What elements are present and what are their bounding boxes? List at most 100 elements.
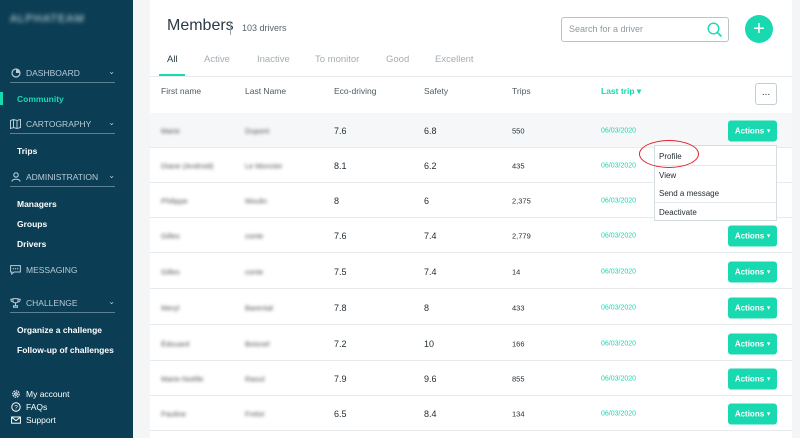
table-row[interactable]: Philippe Moulin 8 6 2,375 06/03/2020 bbox=[150, 183, 792, 218]
tab-all[interactable]: All bbox=[167, 54, 178, 65]
last-trip-date: 06/03/2020 bbox=[601, 340, 637, 347]
dashboard-icon bbox=[10, 68, 21, 79]
table-row[interactable]: Gilles conte 7.5 7.4 14 06/03/2020 Actio… bbox=[150, 254, 792, 289]
divider bbox=[150, 217, 792, 218]
sidebar-section-label: DASHBOARD bbox=[26, 68, 80, 78]
safety-score: 6.8 bbox=[424, 125, 437, 136]
actions-button[interactable]: Actions ▾ bbox=[728, 333, 777, 354]
tab-good[interactable]: Good bbox=[386, 54, 410, 65]
divider bbox=[150, 147, 792, 148]
table-row[interactable]: Édouard Boisnel 7.2 10 166 06/03/2020 Ac… bbox=[150, 326, 792, 361]
sidebar-item-managers[interactable]: Managers bbox=[17, 199, 57, 209]
eco-driving-score: 7.8 bbox=[334, 302, 347, 313]
actions-button[interactable]: Actions ▾ bbox=[728, 297, 777, 318]
sidebar-item-drivers[interactable]: Drivers bbox=[17, 239, 47, 249]
first-name: Pauline bbox=[161, 409, 187, 418]
table-row[interactable]: Meryl Barental 7.8 8 433 06/03/2020 Acti… bbox=[150, 290, 792, 325]
last-trip-date: 06/03/2020 bbox=[601, 162, 637, 169]
actions-button[interactable]: Actions ▾ bbox=[728, 368, 777, 389]
eco-driving-score: 6.5 bbox=[334, 408, 347, 419]
actions-button[interactable]: Actions ▾ bbox=[728, 120, 777, 141]
search-box[interactable] bbox=[561, 17, 729, 42]
sidebar-item-community[interactable]: Community bbox=[17, 94, 64, 104]
trips-count: 2,375 bbox=[512, 196, 531, 205]
sidebar-section-challenge[interactable]: CHALLENGE ⌄ bbox=[10, 296, 115, 310]
sidebar-section-administration[interactable]: ADMINISTRATION ⌄ bbox=[10, 170, 115, 184]
user-icon bbox=[10, 172, 21, 183]
search-input[interactable] bbox=[569, 24, 709, 34]
chevron-down-icon: ▾ bbox=[767, 376, 771, 382]
menu-item-send-message[interactable]: Send a message bbox=[659, 188, 720, 198]
column-header-first-name[interactable]: First name bbox=[161, 86, 202, 96]
divider bbox=[150, 182, 792, 183]
sidebar-item-organize-challenge[interactable]: Organize a challenge bbox=[17, 325, 103, 335]
divider bbox=[10, 133, 115, 134]
actions-button[interactable]: Actions ▾ bbox=[728, 225, 777, 246]
sidebar-item-support[interactable]: Support bbox=[10, 414, 56, 425]
first-name: Philippe bbox=[161, 196, 188, 205]
tab-active[interactable]: Active bbox=[204, 54, 230, 65]
sidebar-item-groups[interactable]: Groups bbox=[17, 219, 48, 229]
sidebar-item-my-account[interactable]: My account bbox=[10, 388, 69, 399]
sidebar-item-faqs[interactable]: ? FAQs bbox=[10, 401, 47, 412]
safety-score: 10 bbox=[424, 338, 435, 349]
safety-score: 7.4 bbox=[424, 230, 437, 241]
actions-button[interactable]: Actions ▾ bbox=[728, 261, 777, 282]
actions-button[interactable]: Actions ▾ bbox=[728, 403, 777, 424]
sidebar-section-dashboard[interactable]: DASHBOARD ⌄ bbox=[10, 66, 115, 80]
last-name: conte bbox=[245, 231, 264, 240]
tab-excellent[interactable]: Excellent bbox=[435, 54, 474, 65]
chevron-down-icon: ⌄ bbox=[108, 171, 115, 180]
menu-item-deactivate[interactable]: Deactivate bbox=[659, 207, 697, 217]
more-options-button[interactable]: ... bbox=[755, 83, 777, 105]
table-row[interactable]: Pauline Frelot 6.5 8.4 134 06/03/2020 Ac… bbox=[150, 396, 792, 431]
safety-score: 6.2 bbox=[424, 160, 437, 171]
eco-driving-score: 7.9 bbox=[334, 373, 347, 384]
settings-icon bbox=[10, 388, 21, 399]
menu-item-view[interactable]: View bbox=[659, 170, 677, 180]
table-row[interactable]: Marie-Noëlle Raoul 7.9 9.6 855 06/03/202… bbox=[150, 361, 792, 396]
chevron-down-icon: ⌄ bbox=[108, 118, 115, 127]
first-name: Édouard bbox=[161, 339, 190, 348]
divider bbox=[150, 76, 792, 77]
tab-inactive[interactable]: Inactive bbox=[257, 54, 290, 65]
sidebar-item-label: My account bbox=[26, 388, 70, 399]
map-icon bbox=[10, 119, 21, 130]
table-row[interactable]: Marie Dupont 7.6 6.8 550 06/03/2020 Acti… bbox=[150, 113, 792, 148]
trips-count: 134 bbox=[512, 409, 525, 418]
chevron-down-icon: ▾ bbox=[767, 305, 771, 311]
chevron-down-icon: ⌄ bbox=[108, 297, 115, 306]
column-header-last-trip[interactable]: Last trip ▾ bbox=[601, 86, 642, 96]
sidebar-item-followup-challenges[interactable]: Follow-up of challenges bbox=[17, 345, 114, 355]
search-icon[interactable] bbox=[706, 21, 723, 43]
table-row[interactable]: Gilles conte 7.6 7.4 2,779 06/03/2020 Ac… bbox=[150, 218, 792, 253]
sidebar-section-messaging[interactable]: MESSAGING bbox=[10, 263, 115, 277]
chevron-down-icon: ⌄ bbox=[108, 67, 115, 76]
divider bbox=[150, 360, 792, 361]
table-row[interactable]: Diane (Android) Le Monnier 8.1 6.2 435 0… bbox=[150, 148, 792, 183]
safety-score: 6 bbox=[424, 195, 430, 206]
safety-score: 7.4 bbox=[424, 266, 437, 277]
driver-count: 103 drivers bbox=[242, 23, 287, 33]
divider bbox=[655, 202, 776, 203]
add-driver-button[interactable]: + bbox=[745, 15, 773, 43]
highlight-annotation bbox=[639, 140, 699, 168]
last-name: Le Monnier bbox=[245, 161, 283, 170]
sidebar-item-trips[interactable]: Trips bbox=[17, 146, 38, 156]
sidebar-item-label: Support bbox=[26, 414, 56, 425]
column-header-last-name[interactable]: Last Name bbox=[245, 86, 287, 96]
last-trip-date: 06/03/2020 bbox=[601, 127, 637, 134]
column-header-eco-driving[interactable]: Eco-driving bbox=[334, 86, 377, 96]
chevron-down-icon: ▾ bbox=[767, 233, 771, 239]
last-name: Moulin bbox=[245, 196, 268, 205]
message-icon bbox=[10, 265, 21, 276]
trips-count: 2,779 bbox=[512, 231, 531, 240]
help-icon: ? bbox=[10, 401, 21, 412]
column-header-trips[interactable]: Trips bbox=[512, 86, 531, 96]
sidebar-section-cartography[interactable]: CARTOGRAPHY ⌄ bbox=[10, 117, 115, 131]
actions-label: Actions bbox=[734, 374, 765, 383]
sidebar-item-label: FAQs bbox=[26, 401, 48, 412]
tab-to-monitor[interactable]: To monitor bbox=[315, 54, 360, 65]
eco-driving-score: 8.1 bbox=[334, 160, 347, 171]
column-header-safety[interactable]: Safety bbox=[424, 86, 449, 96]
